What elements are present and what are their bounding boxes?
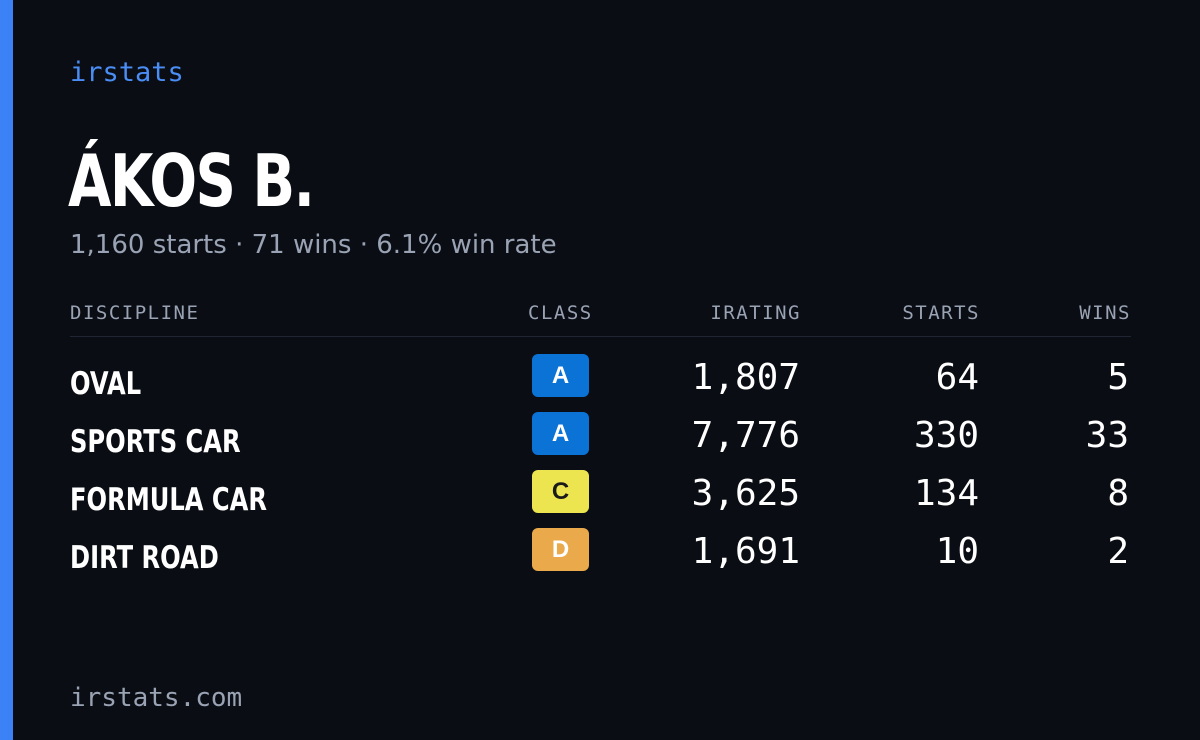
table-row: SPORTS CAR A 7,776 330 33 (70, 408, 1131, 466)
wins-value: 33 (1085, 415, 1129, 456)
table-row: FORMULA CAR C 3,625 134 8 (70, 466, 1131, 524)
column-header-wins: WINS (1079, 302, 1131, 324)
column-header-discipline: DISCIPLINE (70, 302, 200, 324)
discipline-name: FORMULA CAR (70, 482, 268, 518)
irating-value: 1,807 (691, 357, 800, 398)
discipline-name: DIRT ROAD (70, 540, 219, 576)
wins-value: 5 (1107, 357, 1129, 398)
table-row: DIRT ROAD D 1,691 10 2 (70, 524, 1131, 582)
class-badge: A (532, 412, 589, 455)
player-name: ÁKOS B. (68, 139, 315, 223)
column-header-starts: STARTS (902, 302, 980, 324)
wins-value: 2 (1107, 531, 1129, 572)
irating-value: 3,625 (691, 473, 800, 514)
brand-logo-text: irstats (70, 57, 184, 88)
class-badge: C (532, 470, 589, 513)
footer-site-link[interactable]: irstats.com (70, 683, 243, 713)
class-badge: D (532, 528, 589, 571)
column-header-irating: IRATING (710, 302, 801, 324)
discipline-name: OVAL (70, 366, 142, 402)
table-header: DISCIPLINE CLASS IRATING STARTS WINS (70, 298, 1131, 328)
header-divider (70, 336, 1131, 337)
player-summary: 1,160 starts · 71 wins · 6.1% win rate (70, 230, 557, 260)
discipline-name: SPORTS CAR (70, 424, 241, 460)
starts-value: 134 (913, 473, 979, 514)
accent-bar (0, 0, 13, 740)
starts-value: 64 (935, 357, 979, 398)
starts-value: 10 (935, 531, 979, 572)
class-badge: A (532, 354, 589, 397)
irating-value: 7,776 (691, 415, 800, 456)
stats-table: OVAL A 1,807 64 5 SPORTS CAR A 7,776 330… (70, 350, 1131, 582)
irating-value: 1,691 (691, 531, 800, 572)
column-header-class: CLASS (528, 302, 593, 324)
starts-value: 330 (913, 415, 979, 456)
table-row: OVAL A 1,807 64 5 (70, 350, 1131, 408)
wins-value: 8 (1107, 473, 1129, 514)
